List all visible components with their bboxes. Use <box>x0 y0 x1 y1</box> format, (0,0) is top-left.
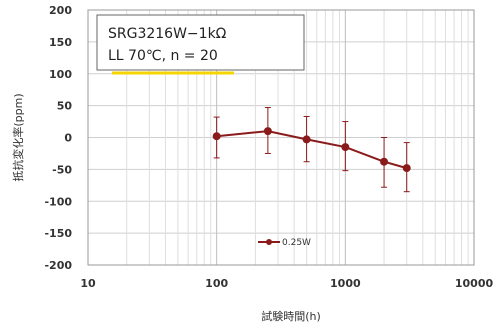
annotation-line-1: SRG3216W−1kΩ <box>108 26 227 42</box>
legend: 0.25W <box>258 238 311 248</box>
series-layer <box>212 107 411 193</box>
x-tick-labels: 10 100 1000 10000 <box>80 277 493 290</box>
x-tick-label: 1000 <box>330 277 361 290</box>
legend-entry-0: 0.25W <box>282 238 311 248</box>
y-tick-label: 100 <box>49 68 72 81</box>
data-point <box>402 164 411 173</box>
data-point <box>263 127 272 136</box>
x-tick-label: 100 <box>205 277 228 290</box>
data-point <box>212 132 221 141</box>
y-tick-label: 0 <box>64 132 72 145</box>
x-axis-title: 試験時間(h) <box>261 309 321 323</box>
x-tick-label: 10000 <box>455 277 494 290</box>
y-tick-label: -50 <box>52 163 72 176</box>
y-tick-label: 150 <box>49 36 72 49</box>
x-tick-label: 10 <box>80 277 96 290</box>
data-point <box>341 143 350 152</box>
y-tick-label: -150 <box>44 227 72 240</box>
legend-marker <box>266 239 272 245</box>
plot-frame <box>87 9 475 266</box>
y-tick-label: 50 <box>57 100 73 113</box>
annotation-frame <box>96 14 305 71</box>
y-axis-title: 抵抗変化率(ppm) <box>11 93 25 181</box>
y-tick-labels: -200 -150 -100 -50 0 50 100 150 200 <box>44 4 72 272</box>
series-line-0 <box>216 130 407 170</box>
data-point <box>302 135 311 144</box>
data-point <box>380 157 389 166</box>
y-tick-label: -100 <box>44 195 72 208</box>
annotation-box: SRG3216W−1kΩ LL 70℃, n = 20 <box>96 14 305 75</box>
annotation-line-2: LL 70℃, n = 20 <box>108 48 218 64</box>
y-tick-label: -200 <box>44 259 72 272</box>
y-tick-label: 200 <box>49 4 72 17</box>
